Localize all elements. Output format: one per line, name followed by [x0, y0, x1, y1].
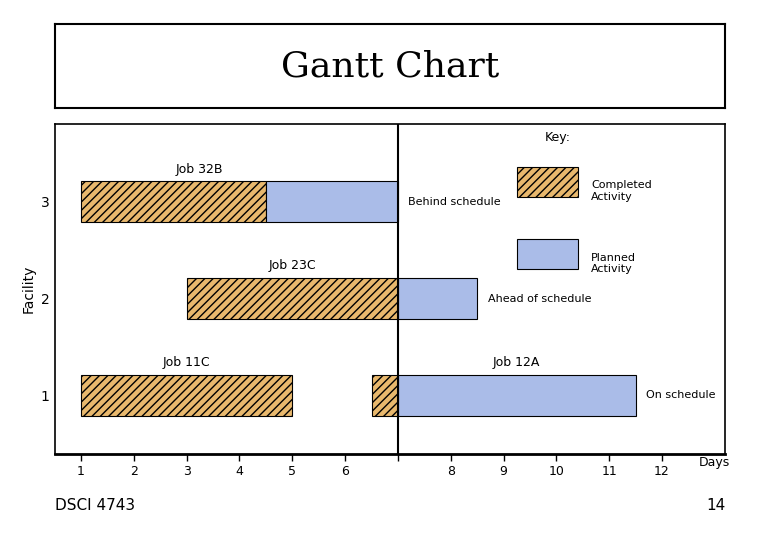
- Text: On schedule: On schedule: [646, 390, 716, 401]
- Text: Job 32B: Job 32B: [176, 163, 224, 176]
- FancyBboxPatch shape: [517, 167, 578, 197]
- Text: Job 23C: Job 23C: [268, 259, 316, 272]
- Bar: [186, 278, 398, 319]
- Bar: [266, 181, 398, 222]
- Bar: [81, 375, 292, 416]
- Text: Planned
Activity: Planned Activity: [591, 253, 636, 274]
- Bar: [398, 278, 477, 319]
- FancyBboxPatch shape: [517, 240, 578, 269]
- Text: Days: Days: [699, 456, 730, 469]
- Text: 14: 14: [706, 498, 725, 513]
- Text: Behind schedule: Behind schedule: [409, 197, 501, 207]
- Text: Completed
Activity: Completed Activity: [591, 180, 652, 202]
- Text: Ahead of schedule: Ahead of schedule: [488, 294, 591, 303]
- Text: Job 11C: Job 11C: [163, 356, 211, 369]
- Text: Job 12A: Job 12A: [493, 356, 541, 369]
- Bar: [371, 375, 398, 416]
- Bar: [398, 375, 636, 416]
- Text: Gantt Chart: Gantt Chart: [281, 49, 499, 83]
- Bar: [81, 181, 266, 222]
- Y-axis label: Facility: Facility: [21, 265, 35, 313]
- Text: DSCI 4743: DSCI 4743: [55, 498, 135, 513]
- Text: Key:: Key:: [544, 131, 570, 144]
